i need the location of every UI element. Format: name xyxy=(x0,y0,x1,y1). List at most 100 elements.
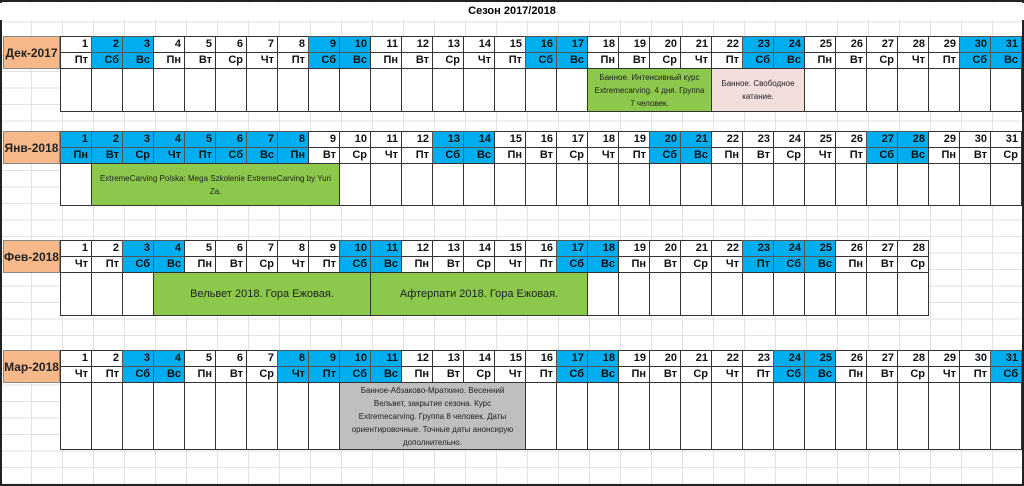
weekday-cell[interactable]: Вт xyxy=(215,256,247,273)
weekday-cell[interactable]: Чт xyxy=(587,147,619,164)
day-number-cell[interactable]: 18 xyxy=(587,131,619,148)
event-cell[interactable] xyxy=(153,68,185,112)
event-cell[interactable] xyxy=(928,382,960,450)
event-cell[interactable] xyxy=(618,163,650,206)
event-cell[interactable] xyxy=(184,68,216,112)
weekday-cell[interactable]: Вт xyxy=(91,147,123,164)
day-number-cell[interactable]: 8 xyxy=(277,131,309,148)
weekday-cell[interactable]: Ср xyxy=(897,256,929,273)
weekday-cell[interactable]: Чт xyxy=(277,366,309,383)
weekday-cell[interactable]: Чт xyxy=(897,52,929,69)
weekday-cell[interactable]: Чт xyxy=(60,366,92,383)
weekday-cell[interactable]: Пн xyxy=(370,52,402,69)
day-number-cell[interactable]: 26 xyxy=(835,131,867,148)
weekday-cell[interactable]: Пт xyxy=(308,256,340,273)
event-cell[interactable] xyxy=(897,382,929,450)
weekday-cell[interactable]: Вс xyxy=(153,256,185,273)
weekday-cell[interactable]: Чт xyxy=(153,147,185,164)
event-cell[interactable] xyxy=(339,163,371,206)
weekday-cell[interactable]: Пн xyxy=(587,52,619,69)
event-cell[interactable] xyxy=(401,68,433,112)
day-number-cell[interactable]: 21 xyxy=(680,240,712,257)
weekday-cell[interactable]: Вт xyxy=(432,256,464,273)
weekday-cell[interactable]: Вс xyxy=(680,147,712,164)
event-cell[interactable] xyxy=(835,68,867,112)
weekday-cell[interactable]: Ср xyxy=(866,52,898,69)
event-block[interactable]: Афтерпати 2018. Гора Ежовая. xyxy=(370,272,588,316)
event-cell[interactable] xyxy=(370,163,402,206)
weekday-cell[interactable]: Ср xyxy=(556,147,588,164)
event-cell[interactable] xyxy=(370,68,402,112)
weekday-cell[interactable]: Ср xyxy=(680,256,712,273)
day-number-cell[interactable]: 22 xyxy=(711,36,743,53)
event-cell[interactable] xyxy=(184,382,216,450)
event-cell[interactable] xyxy=(60,382,92,450)
day-number-cell[interactable]: 30 xyxy=(959,36,991,53)
weekday-cell[interactable]: Пн xyxy=(618,256,650,273)
weekday-cell[interactable]: Сб xyxy=(649,147,681,164)
weekday-cell[interactable]: Пт xyxy=(618,147,650,164)
day-number-cell[interactable]: 5 xyxy=(184,131,216,148)
day-number-cell[interactable]: 2 xyxy=(91,131,123,148)
day-number-cell[interactable]: 9 xyxy=(308,350,340,367)
day-number-cell[interactable]: 24 xyxy=(773,131,805,148)
weekday-cell[interactable]: Вт xyxy=(959,147,991,164)
weekday-cell[interactable]: Пн xyxy=(184,366,216,383)
event-cell[interactable] xyxy=(60,163,92,206)
event-cell[interactable] xyxy=(959,163,991,206)
event-cell[interactable] xyxy=(618,272,650,316)
event-cell[interactable] xyxy=(649,272,681,316)
event-cell[interactable] xyxy=(804,272,836,316)
weekday-cell[interactable]: Пн xyxy=(711,147,743,164)
weekday-cell[interactable]: Сб xyxy=(959,52,991,69)
event-cell[interactable] xyxy=(463,68,495,112)
weekday-cell[interactable]: Пт xyxy=(308,366,340,383)
weekday-cell[interactable]: Вс xyxy=(773,52,805,69)
weekday-cell[interactable]: Вс xyxy=(370,366,402,383)
event-cell[interactable] xyxy=(866,163,898,206)
weekday-cell[interactable]: Вт xyxy=(184,52,216,69)
event-block[interactable]: Банное-Абзаково-Мраткино. Весенний Вельв… xyxy=(339,382,526,450)
day-number-cell[interactable]: 19 xyxy=(618,36,650,53)
weekday-cell[interactable]: Вс xyxy=(587,366,619,383)
day-number-cell[interactable]: 20 xyxy=(649,131,681,148)
day-number-cell[interactable]: 4 xyxy=(153,240,185,257)
weekday-cell[interactable]: Пт xyxy=(91,256,123,273)
weekday-cell[interactable]: Пт xyxy=(711,52,743,69)
event-cell[interactable] xyxy=(649,163,681,206)
weekday-cell[interactable]: Ср xyxy=(339,147,371,164)
weekday-cell[interactable]: Пт xyxy=(184,147,216,164)
event-cell[interactable] xyxy=(122,382,154,450)
event-cell[interactable] xyxy=(494,163,526,206)
day-number-cell[interactable]: 28 xyxy=(897,240,929,257)
day-number-cell[interactable]: 15 xyxy=(494,350,526,367)
day-number-cell[interactable]: 21 xyxy=(680,131,712,148)
day-number-cell[interactable]: 6 xyxy=(215,350,247,367)
event-cell[interactable] xyxy=(711,382,743,450)
day-number-cell[interactable]: 14 xyxy=(463,240,495,257)
day-number-cell[interactable]: 9 xyxy=(308,36,340,53)
day-number-cell[interactable]: 24 xyxy=(773,350,805,367)
day-number-cell[interactable]: 29 xyxy=(928,131,960,148)
event-cell[interactable] xyxy=(122,272,154,316)
day-number-cell[interactable]: 3 xyxy=(122,240,154,257)
weekday-cell[interactable]: Пн xyxy=(60,147,92,164)
day-number-cell[interactable]: 25 xyxy=(804,350,836,367)
weekday-cell[interactable]: Вс xyxy=(339,52,371,69)
event-block[interactable]: Вельвет 2018. Гора Ежовая. xyxy=(153,272,371,316)
event-cell[interactable] xyxy=(339,68,371,112)
event-cell[interactable] xyxy=(866,68,898,112)
day-number-cell[interactable]: 31 xyxy=(990,131,1022,148)
weekday-cell[interactable]: Сб xyxy=(742,52,774,69)
weekday-cell[interactable]: Вт xyxy=(618,52,650,69)
day-number-cell[interactable]: 18 xyxy=(587,240,619,257)
event-cell[interactable] xyxy=(773,272,805,316)
day-number-cell[interactable]: 4 xyxy=(153,350,185,367)
day-number-cell[interactable]: 1 xyxy=(60,131,92,148)
day-number-cell[interactable]: 7 xyxy=(246,36,278,53)
day-number-cell[interactable]: 5 xyxy=(184,36,216,53)
day-number-cell[interactable]: 4 xyxy=(153,131,185,148)
day-number-cell[interactable]: 6 xyxy=(215,131,247,148)
day-number-cell[interactable]: 26 xyxy=(835,350,867,367)
event-cell[interactable] xyxy=(835,382,867,450)
